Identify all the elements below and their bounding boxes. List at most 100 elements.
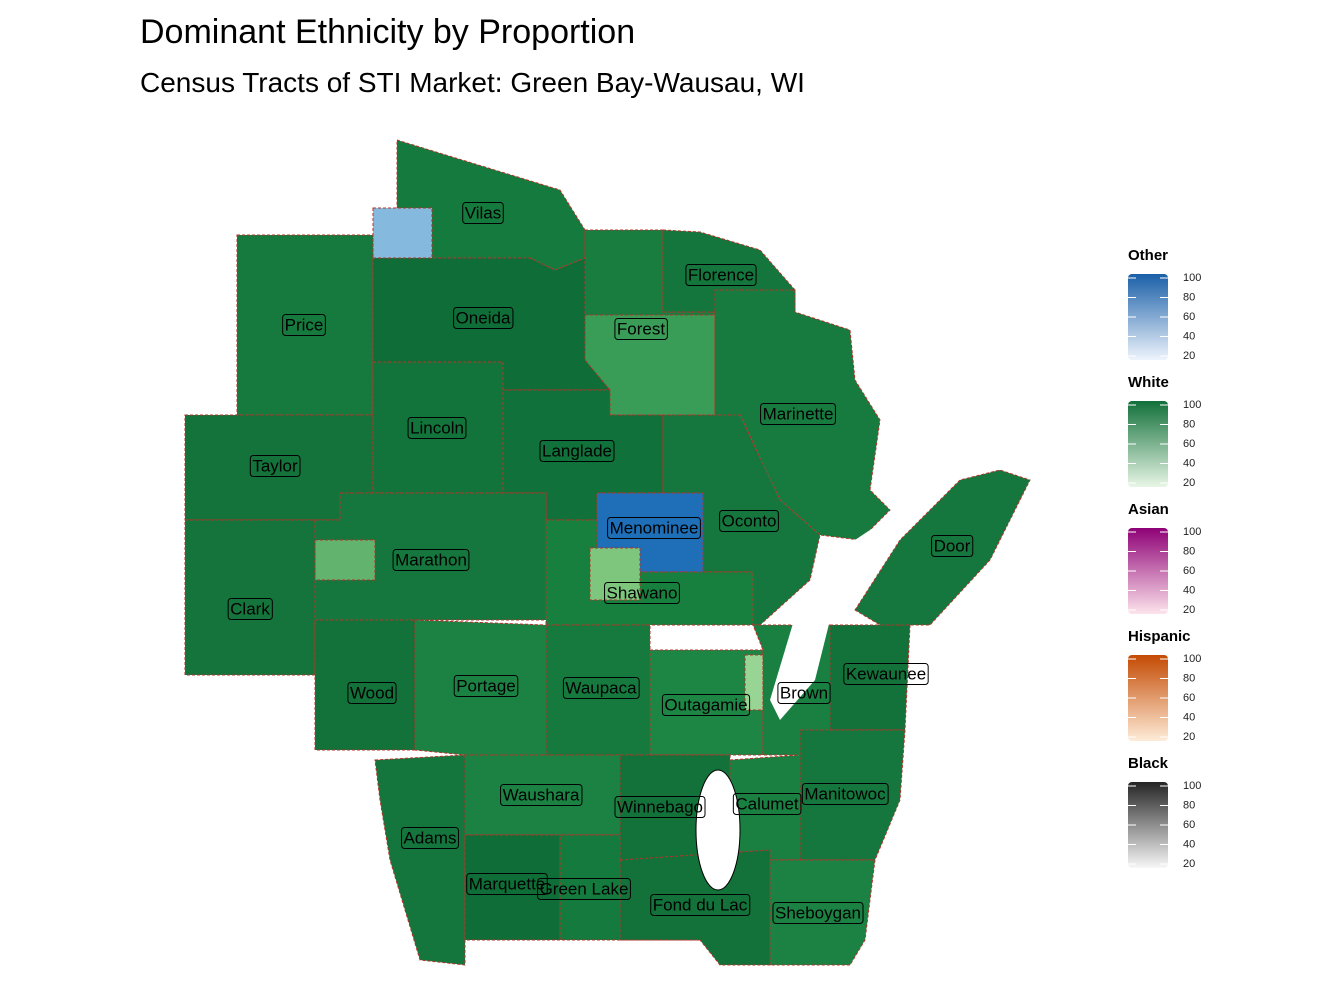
legend-title: Hispanic [1128,628,1191,645]
county-label: Winnebago [617,797,703,816]
legend-tick-label: 20 [1183,477,1195,489]
label-box [607,516,701,539]
county-label: Waupaca [565,678,637,697]
label-box [614,317,668,340]
subtitle: Census Tracts of STI Market: Green Bay-W… [140,67,805,98]
county-label: Taylor [252,456,298,475]
legend-tick-label: 20 [1183,604,1195,616]
label-box [843,662,929,685]
label-box [401,826,459,849]
county-label: Sheboygan [775,903,861,922]
county-label: Green Lake [540,879,629,898]
legend: Other 100 80 60 40 20 White 100 80 60 40 20 Asian 100… [1128,247,1201,870]
county-label: Calumet [735,794,799,813]
legend-bar [1128,528,1168,614]
county-label: Kewaunee [846,664,926,683]
label-box [392,548,470,571]
label-box [777,681,831,704]
label-box [453,306,514,329]
label-box [282,313,326,336]
label-box [537,877,631,900]
county-label: Portage [456,676,516,695]
county-label: Menominee [610,518,699,537]
county-label: Marquette [469,874,546,893]
county-label: Clark [230,599,270,618]
legend-tick-label: 60 [1183,311,1195,323]
legend-tick-label: 60 [1183,565,1195,577]
label-box [760,402,836,425]
title: Dominant Ethnicity by Proportion [140,13,635,51]
legend-tick-label: 60 [1183,819,1195,831]
legend-bar [1128,274,1168,360]
county-label: Wood [350,683,394,702]
label-box [801,782,889,805]
label-box [539,439,615,462]
label-box [931,534,974,557]
legend-tick-label: 40 [1183,711,1195,723]
label-box [732,792,802,815]
label-box [661,693,751,716]
county-label: Outagamie [664,695,747,714]
legend-tick-label: 40 [1183,330,1195,342]
legend-tick-label: 60 [1183,438,1195,450]
legend-tick-label: 100 [1183,272,1201,284]
label-box [772,901,864,924]
legend-tick-label: 80 [1183,672,1195,684]
label-box [407,416,467,439]
label-box [719,509,779,532]
legend-tick-label: 100 [1183,399,1201,411]
label-box [347,681,397,704]
legend-tick-label: 40 [1183,584,1195,596]
county-label: Adams [404,828,457,847]
map [184,139,1031,966]
label-box [650,893,751,916]
legend-tick-label: 80 [1183,545,1195,557]
legend-title: White [1128,374,1169,391]
county-label: Oneida [456,308,511,327]
legend-tick-label: 40 [1183,838,1195,850]
county-label: Shawano [607,583,678,602]
county-label: Marathon [395,550,467,569]
label-box [562,676,640,699]
label-box [453,674,519,697]
legend-tick-label: 100 [1183,780,1201,792]
label-box [614,795,706,818]
legend-bar [1128,655,1168,741]
label-box [249,454,301,477]
legend-tick-label: 80 [1183,291,1195,303]
legend-bar [1128,782,1168,868]
label-box [500,783,583,806]
county-label: Lincoln [410,418,464,437]
label-box [462,201,504,224]
county-labels: Vilas Florence Price Oneida Forest Marin… [227,201,974,924]
label-box [466,872,548,895]
legend-title: Black [1128,755,1169,772]
legend-bar [1128,401,1168,487]
legend-title: Asian [1128,501,1169,518]
legend-tick-label: 20 [1183,350,1195,362]
county-label: Oconto [722,511,777,530]
legend-tick-label: 80 [1183,418,1195,430]
legend-tick-label: 80 [1183,799,1195,811]
county-label: Brown [780,683,828,702]
legend-tick-label: 100 [1183,526,1201,538]
legend-title: Other [1128,247,1168,264]
legend-tick-label: 40 [1183,457,1195,469]
county-label: Langlade [542,441,612,460]
legend-tick-label: 20 [1183,858,1195,870]
legend-tick-label: 60 [1183,692,1195,704]
county-label: Florence [688,265,754,284]
county-label: Waushara [503,785,580,804]
label-box [604,581,680,604]
county-label: Manitowoc [804,784,886,803]
county-label: Marinette [763,404,834,423]
label-box [685,263,757,286]
county-label: Price [285,315,324,334]
county-label: Door [934,536,971,555]
county-label: Forest [617,319,665,338]
county-label: Fond du Lac [653,895,748,914]
legend-tick-label: 100 [1183,653,1201,665]
label-box [227,597,273,620]
county-label: Vilas [465,203,502,222]
